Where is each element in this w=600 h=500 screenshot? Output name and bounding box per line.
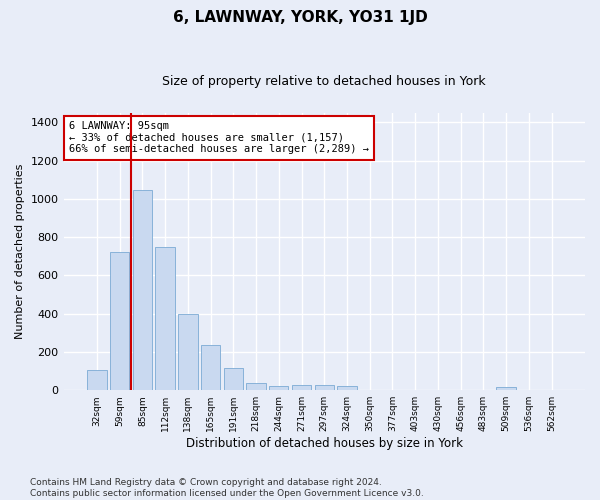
Text: 6 LAWNWAY: 95sqm
← 33% of detached houses are smaller (1,157)
66% of semi-detach: 6 LAWNWAY: 95sqm ← 33% of detached house… [69,121,369,154]
Bar [110,252,130,390]
Text: 6, LAWNWAY, YORK, YO31 1JD: 6, LAWNWAY, YORK, YO31 1JD [173,10,427,25]
Bar [247,382,266,390]
Bar [224,368,243,390]
Bar [87,370,107,390]
Bar [496,387,516,390]
Bar [201,345,220,390]
Bar [337,386,356,390]
Bar [314,386,334,390]
Bar [178,314,197,390]
Text: Contains HM Land Registry data © Crown copyright and database right 2024.
Contai: Contains HM Land Registry data © Crown c… [30,478,424,498]
X-axis label: Distribution of detached houses by size in York: Distribution of detached houses by size … [186,437,463,450]
Title: Size of property relative to detached houses in York: Size of property relative to detached ho… [163,75,486,88]
Y-axis label: Number of detached properties: Number of detached properties [15,164,25,339]
Bar [269,386,289,390]
Bar [155,246,175,390]
Bar [292,386,311,390]
Bar [133,190,152,390]
